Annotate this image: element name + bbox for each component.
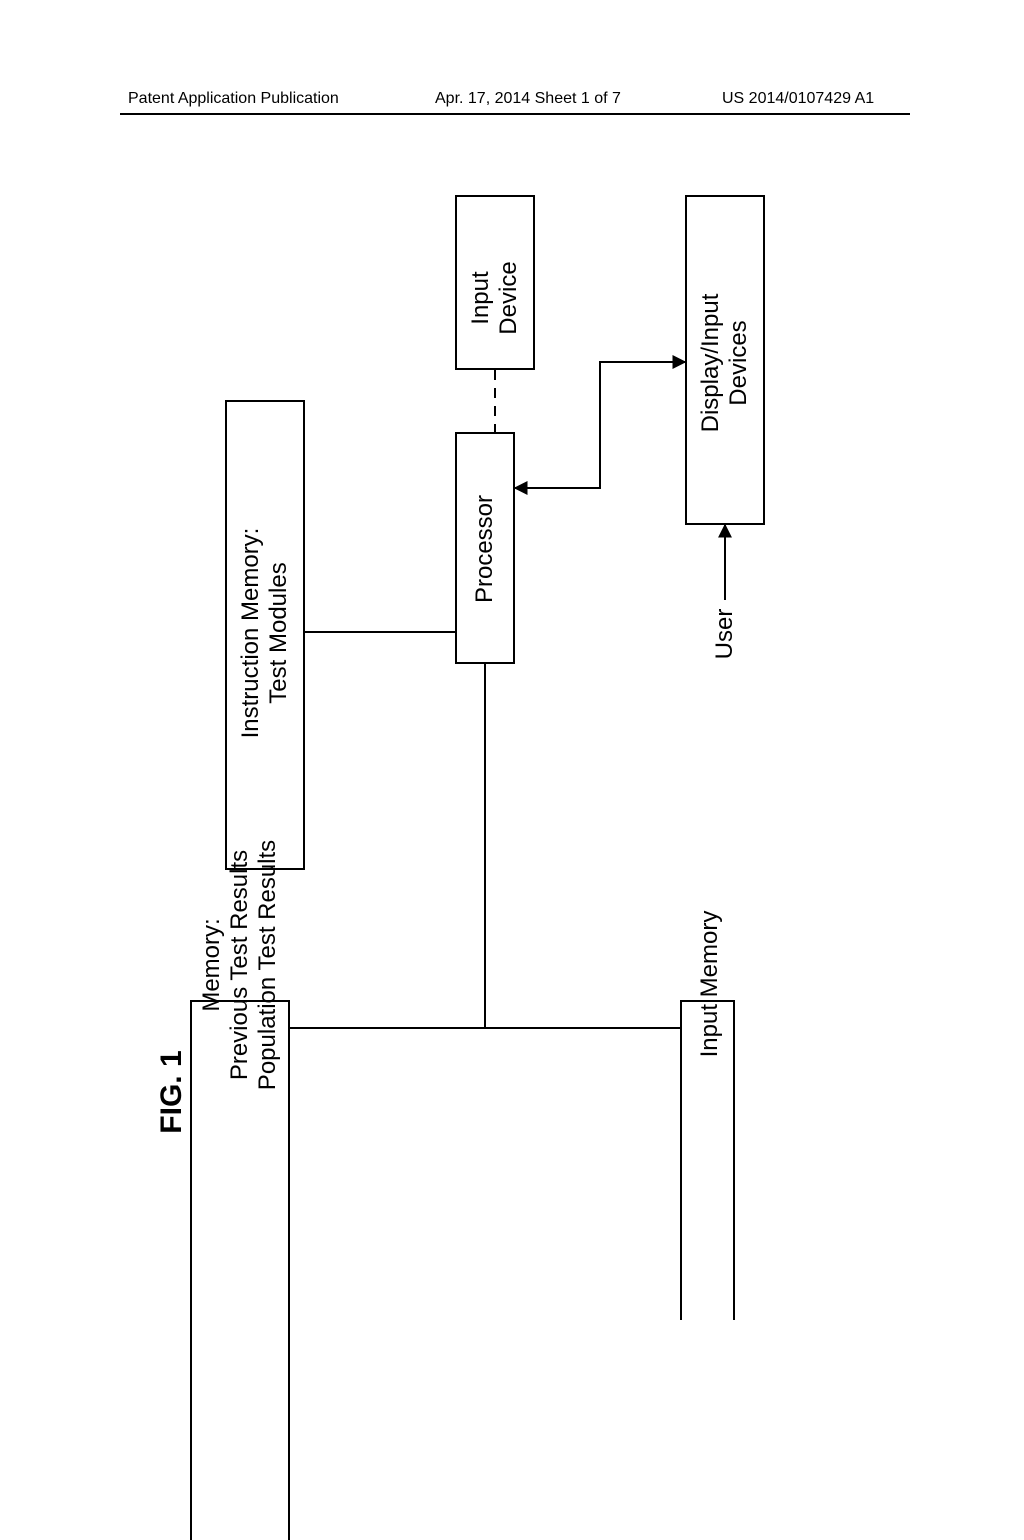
node-memory-results-label: Memory: Previous Test Results Population…: [198, 695, 282, 1235]
node-user-label: User: [711, 589, 739, 679]
node-display-input-label: Display/Input Devices: [697, 213, 753, 513]
page-root: Patent Application Publication Apr. 17, …: [0, 0, 1024, 1320]
node-input-device-label: Input Device: [467, 223, 523, 373]
node-processor-label: Processor: [471, 439, 499, 659]
node-input-memory-label: Input Memory: [696, 824, 724, 1144]
edge-processor-display: [515, 362, 685, 488]
diagram: Input Device Processor Display/Input Dev…: [0, 0, 1024, 1320]
